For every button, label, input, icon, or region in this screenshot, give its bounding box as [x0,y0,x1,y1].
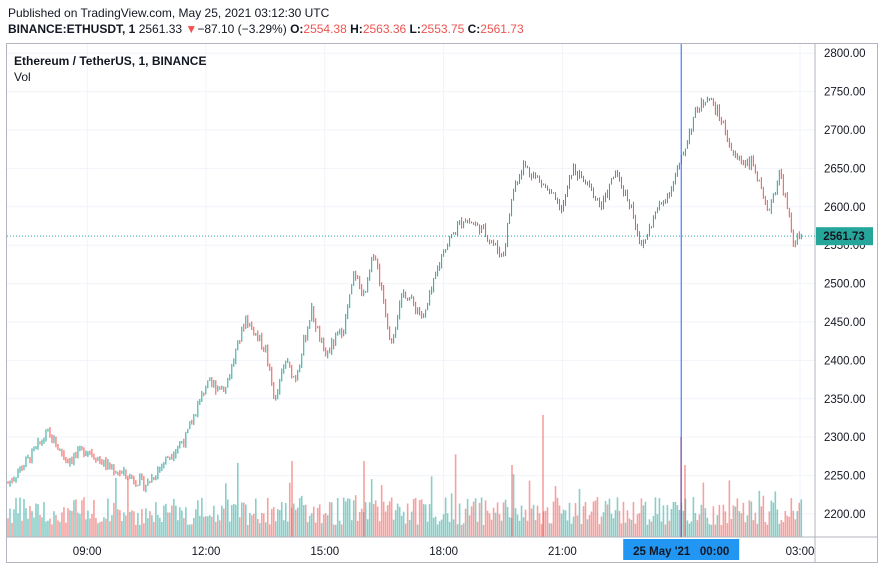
crosshair-time-label: 25 May '21 00:00 [633,546,729,558]
x-tick-label: 15:00 [310,546,339,558]
y-tick-label: 2300.00 [824,432,866,444]
y-tick-label: 2600.00 [824,202,866,214]
quote-line: BINANCE:ETHUSDT, 1 2561.33 ▼−87.10 (−3.2… [8,22,524,36]
open-value: 2554.38 [303,22,347,36]
low-label: L: [409,22,421,36]
y-tick-label: 2250.00 [824,471,866,483]
high-value: 2563.36 [362,22,407,36]
price-axis[interactable]: 2800.002750.002700.002650.002600.002550.… [814,44,866,563]
low-value: 2553.75 [420,22,465,36]
crosshair-time-badge [623,539,740,560]
x-tick-label: 09:00 [73,546,102,558]
last-price-badge [816,227,873,246]
legend-title: Ethereum / TetherUS, 1, BINANCE [14,54,207,68]
y-tick-label: 2750.00 [824,87,866,99]
chart-legend: Ethereum / TetherUS, 1, BINANCE [14,54,206,68]
y-tick-label: 2350.00 [824,394,866,406]
y-tick-label: 2650.00 [824,163,866,175]
time-axis[interactable]: 09:00 12:00 15:00 18:00 21:00 03:00 [6,536,878,558]
symbol-label: BINANCE:ETHUSDT, 1 [8,22,136,36]
x-tick-label: 12:00 [192,546,221,558]
grid-lines [7,44,815,537]
down-arrow-icon: ▼ [185,22,198,36]
close-value: 2561.73 [480,22,524,36]
y-tick-label: 2800.00 [824,48,866,60]
candles [7,96,802,493]
last-price-label: 2561.73 [823,231,865,243]
x-tick-label: 21:00 [548,546,577,558]
volume-legend: Vol [14,70,31,84]
high-label: H: [350,22,363,36]
x-tick-label: 18:00 [429,546,458,558]
change-value: −87.10 (−3.29%) [197,22,287,36]
y-tick-label: 2450.00 [824,317,866,329]
y-tick-label: 2400.00 [824,355,866,367]
last-price: 2561.33 [138,22,183,36]
volume-bars [7,415,803,537]
chart-frame[interactable] [6,43,878,563]
y-tick-label: 2500.00 [824,279,866,291]
x-tick-label: 03:00 [786,546,815,558]
y-tick-label: 2200.00 [824,509,866,521]
overlay: 2561.73 25 May '21 00:00 [7,44,873,560]
y-tick-label: 2700.00 [824,125,866,137]
open-label: O: [290,22,304,36]
published-note: Published on TradingView.com, May 25, 20… [8,6,330,20]
close-label: C: [467,22,481,36]
